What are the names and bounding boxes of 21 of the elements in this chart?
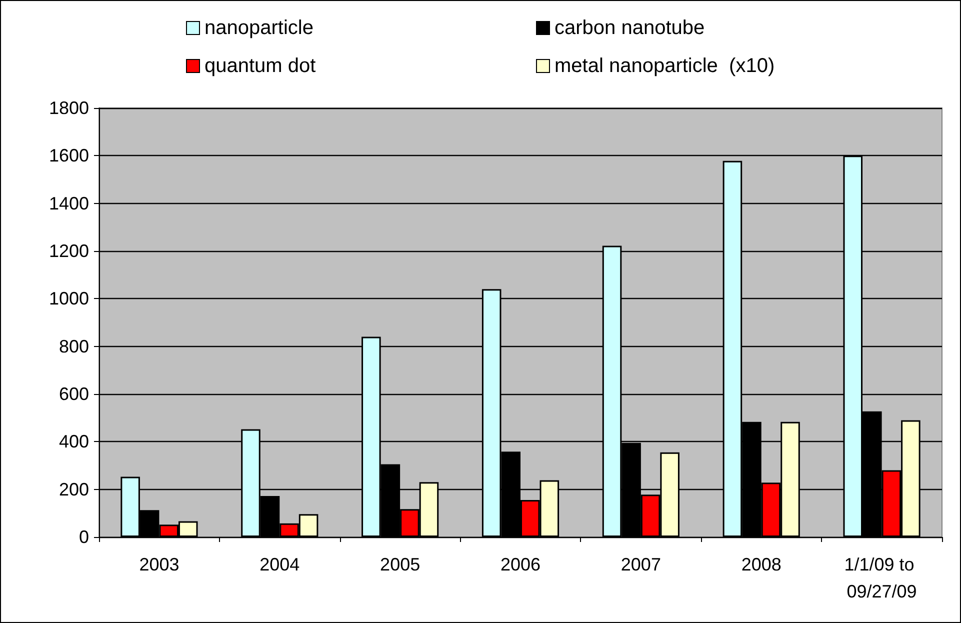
legend-label: nanoparticle xyxy=(204,17,314,39)
y-tick-label: 0 xyxy=(78,527,89,547)
y-tick-label: 1200 xyxy=(48,241,89,261)
y-tick-label: 800 xyxy=(58,336,89,356)
y-tick-label: 200 xyxy=(58,479,89,500)
y-tick-label: 1600 xyxy=(48,146,89,166)
x-tick-label: 2004 xyxy=(260,554,300,574)
x-tick-label: 1/1/09 to 09/27/09 xyxy=(844,554,920,602)
legend-label: metal nanoparticle (x10) xyxy=(554,55,775,77)
legend-label: quantum dot xyxy=(204,55,316,77)
y-tick-label: 1000 xyxy=(48,288,89,309)
x-tick-label: 2007 xyxy=(620,554,661,574)
y-tick-label: 1400 xyxy=(48,193,89,214)
x-tick-label: 2003 xyxy=(139,554,180,574)
y-tick-label: 1800 xyxy=(48,98,89,118)
legend-label: carbon nanotube xyxy=(554,17,705,39)
x-tick-label: 2008 xyxy=(741,554,782,574)
y-tick-label: 600 xyxy=(58,384,89,404)
x-tick-label: 2006 xyxy=(500,554,541,574)
x-tick-label: 2005 xyxy=(380,554,420,574)
y-tick-label: 400 xyxy=(58,432,89,452)
